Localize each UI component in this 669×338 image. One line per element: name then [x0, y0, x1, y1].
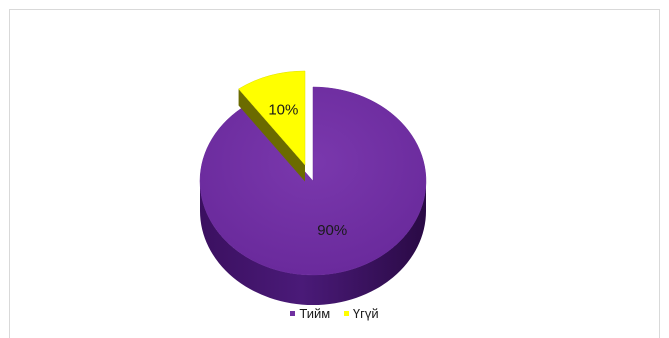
- legend-swatch-tiim: [290, 311, 296, 316]
- legend-item-ugui: Үгүй: [343, 306, 379, 321]
- legend-swatch-ugui: [343, 311, 349, 316]
- pie-slice-tiim: [199, 86, 427, 305]
- data-label-ugui: 10%: [268, 102, 298, 119]
- legend-item-tiim: Тийм: [290, 306, 330, 321]
- data-label-tiim: 90%: [317, 222, 347, 239]
- legend-label-ugui: Үгүй: [352, 306, 379, 321]
- pie-slice-ugui: [238, 70, 306, 182]
- pie-slice-top: [238, 70, 306, 166]
- legend: Тийм Үгүй: [0, 304, 669, 321]
- pie-slice-top: [199, 86, 427, 276]
- pie-slice-side-wall: [200, 181, 426, 305]
- legend-label-tiim: Тийм: [299, 306, 331, 321]
- pie-slice-face: [238, 88, 305, 182]
